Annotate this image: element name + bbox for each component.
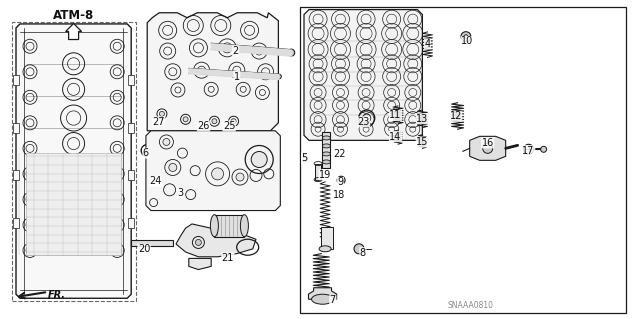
Circle shape — [337, 176, 345, 184]
Text: 16: 16 — [481, 138, 494, 148]
Text: 5: 5 — [301, 153, 308, 163]
Circle shape — [363, 114, 371, 122]
Text: 3: 3 — [177, 188, 184, 198]
Ellipse shape — [319, 246, 331, 252]
Bar — [128, 75, 134, 85]
Text: ATM-8: ATM-8 — [53, 9, 94, 21]
Circle shape — [144, 148, 150, 153]
Circle shape — [183, 117, 188, 122]
Text: 1: 1 — [234, 71, 240, 82]
Polygon shape — [304, 10, 422, 140]
Text: 25: 25 — [223, 121, 236, 131]
Polygon shape — [470, 136, 506, 160]
Bar — [128, 122, 134, 133]
Bar — [323, 132, 330, 168]
Bar — [321, 227, 333, 249]
Circle shape — [541, 146, 547, 152]
Text: 21: 21 — [221, 253, 234, 263]
Text: 18: 18 — [333, 190, 346, 200]
Bar — [315, 164, 321, 180]
Polygon shape — [176, 224, 256, 257]
Ellipse shape — [211, 215, 218, 237]
Text: 5: 5 — [301, 154, 308, 164]
Bar — [13, 218, 19, 228]
Bar — [128, 170, 134, 181]
Bar — [12, 22, 136, 301]
Text: 17: 17 — [522, 145, 535, 156]
Text: 27: 27 — [152, 117, 165, 127]
Circle shape — [163, 138, 170, 145]
Text: 19: 19 — [319, 170, 332, 180]
Circle shape — [169, 163, 177, 172]
Text: 11: 11 — [389, 110, 402, 121]
Text: FR.: FR. — [48, 290, 66, 300]
Ellipse shape — [323, 136, 330, 140]
Ellipse shape — [312, 294, 333, 304]
Bar — [128, 218, 134, 228]
Bar — [13, 170, 19, 181]
Text: 22: 22 — [333, 149, 346, 159]
Text: 12: 12 — [449, 111, 462, 122]
Circle shape — [461, 32, 471, 42]
Text: 24: 24 — [149, 176, 162, 186]
Bar — [131, 240, 173, 246]
Text: 15: 15 — [416, 137, 429, 147]
Circle shape — [483, 143, 493, 153]
Polygon shape — [308, 288, 337, 299]
Circle shape — [195, 240, 202, 245]
Polygon shape — [16, 24, 131, 298]
Ellipse shape — [323, 152, 330, 156]
Polygon shape — [147, 13, 278, 131]
Text: 6: 6 — [143, 148, 149, 158]
Text: SNAAA0810: SNAAA0810 — [448, 301, 494, 310]
Circle shape — [464, 35, 468, 39]
Circle shape — [524, 144, 534, 154]
Circle shape — [159, 111, 164, 116]
Text: 2: 2 — [232, 46, 239, 56]
Polygon shape — [189, 258, 211, 270]
Circle shape — [236, 173, 244, 181]
Circle shape — [354, 244, 364, 254]
Text: 4: 4 — [424, 39, 431, 49]
Polygon shape — [146, 131, 280, 211]
Circle shape — [212, 119, 217, 124]
Text: 13: 13 — [416, 114, 429, 124]
Circle shape — [231, 119, 236, 124]
Bar — [214, 215, 244, 237]
Text: 20: 20 — [138, 244, 150, 255]
Ellipse shape — [323, 160, 330, 164]
Ellipse shape — [323, 144, 330, 148]
Text: 8: 8 — [360, 248, 366, 258]
Circle shape — [161, 166, 169, 174]
Ellipse shape — [241, 215, 248, 237]
Ellipse shape — [288, 49, 294, 56]
Polygon shape — [66, 24, 82, 40]
Bar — [13, 122, 19, 133]
Text: 26: 26 — [197, 121, 210, 131]
Bar — [300, 7, 626, 313]
Text: 14: 14 — [389, 131, 402, 142]
Circle shape — [212, 168, 223, 180]
Circle shape — [252, 152, 268, 167]
Bar — [13, 75, 19, 85]
Ellipse shape — [275, 74, 282, 79]
Text: 10: 10 — [461, 36, 474, 47]
Text: 9: 9 — [337, 177, 344, 188]
Bar — [26, 153, 121, 255]
Text: 23: 23 — [357, 117, 370, 127]
Text: 7: 7 — [330, 295, 336, 306]
